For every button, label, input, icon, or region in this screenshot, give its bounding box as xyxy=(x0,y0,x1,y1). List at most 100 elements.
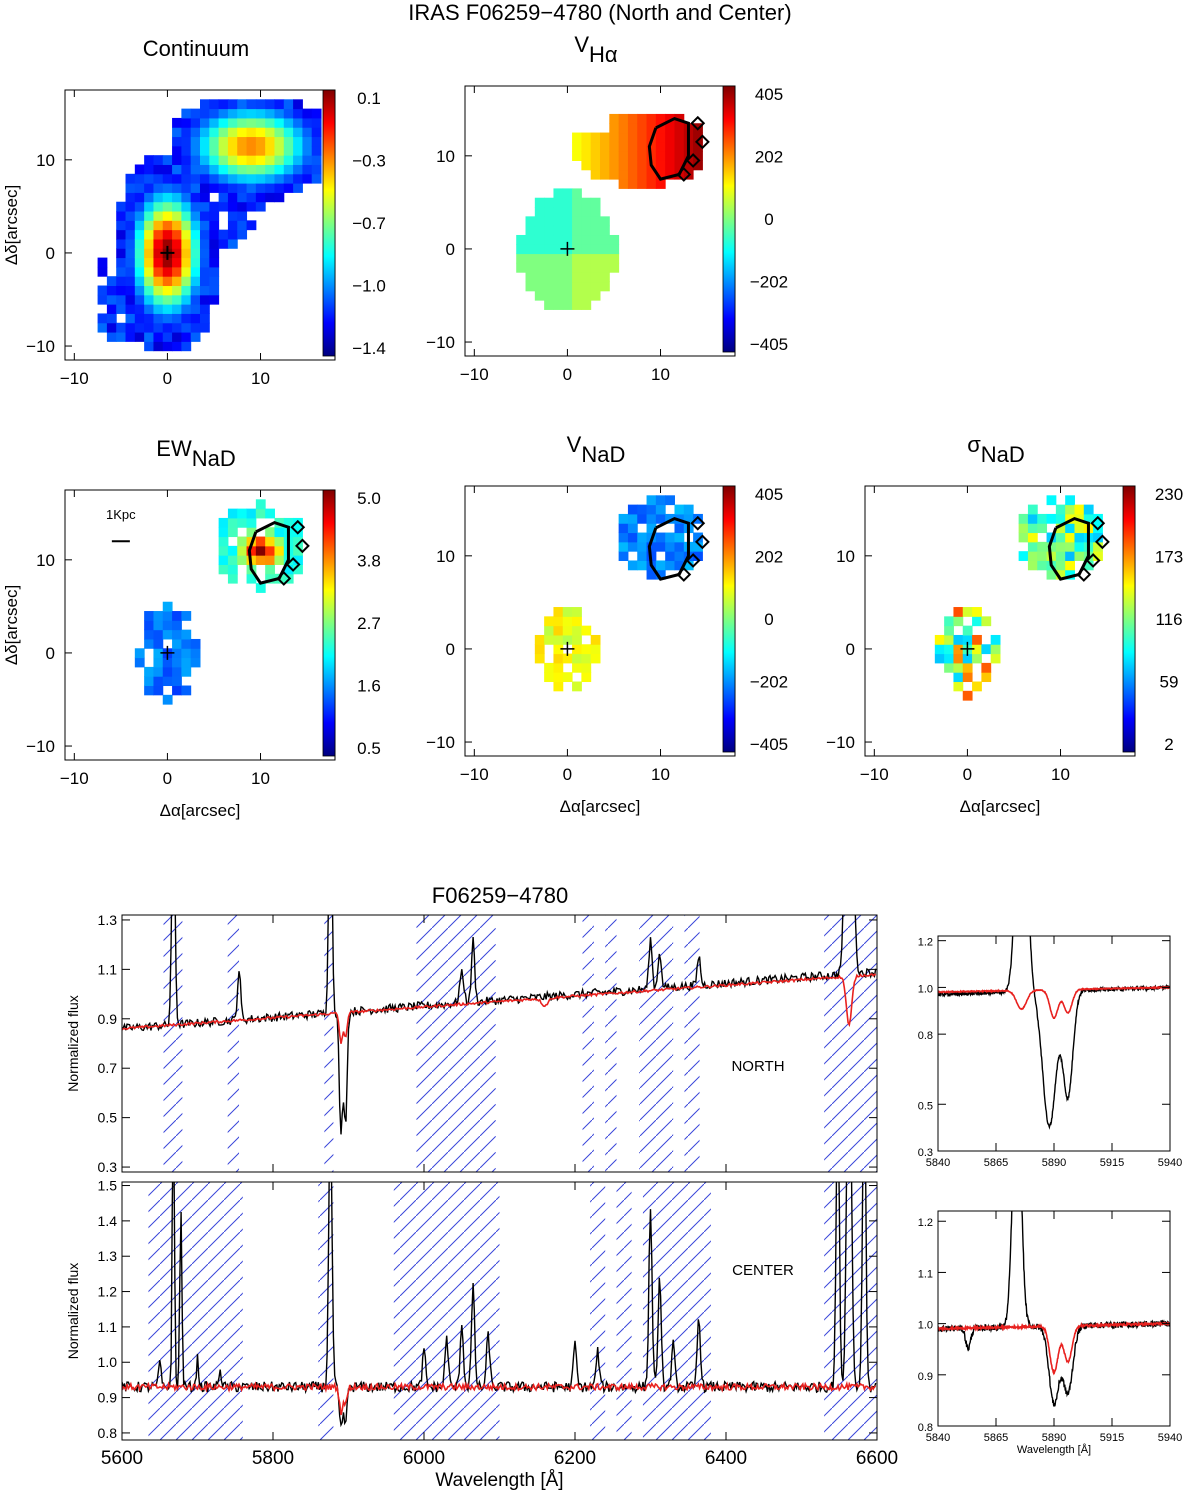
map-pixel xyxy=(1027,504,1038,515)
map-pixel xyxy=(627,151,638,161)
map-pixel xyxy=(600,262,610,273)
map-pixel xyxy=(181,155,192,165)
map-pixel xyxy=(646,141,657,152)
map-pixel xyxy=(655,541,666,552)
map-pixel xyxy=(655,495,666,506)
map-pixel xyxy=(144,341,154,352)
map-pixel xyxy=(1018,551,1029,561)
map-pixel xyxy=(953,616,964,627)
map-pixel xyxy=(246,108,257,119)
map-pixel xyxy=(255,555,266,565)
map-pixel xyxy=(274,127,285,138)
y-tick-label: 10 xyxy=(436,547,455,566)
map-pixel xyxy=(1065,513,1075,524)
map-pixel xyxy=(116,248,127,259)
map-pixel xyxy=(237,108,248,119)
map-pixel xyxy=(218,536,229,547)
map-pixel xyxy=(600,244,610,255)
map-pixel xyxy=(972,681,982,692)
colorbar xyxy=(322,489,336,757)
map-pixel xyxy=(172,685,182,696)
map-pixel xyxy=(553,253,564,264)
map-pixel xyxy=(562,262,573,273)
map-pixel xyxy=(181,257,192,268)
map-pixel xyxy=(200,276,210,287)
map-pixel xyxy=(934,644,945,655)
map-pixel xyxy=(562,207,573,217)
map-pixel xyxy=(981,616,992,627)
map-pixel xyxy=(627,541,638,552)
map-pixel xyxy=(162,266,173,277)
model-spectrum-line xyxy=(938,1320,1170,1376)
map-pixel xyxy=(218,183,229,193)
map-pixel xyxy=(209,211,220,221)
x-tick-label: 5940 xyxy=(1158,1157,1182,1169)
map-pixel xyxy=(572,634,582,645)
map-pixel xyxy=(283,99,294,110)
map-pixel xyxy=(534,197,545,208)
map-pixel xyxy=(144,201,154,212)
masked-region xyxy=(616,1182,632,1440)
map-pixel xyxy=(227,211,238,221)
y-tick-label: 0.5 xyxy=(918,1100,933,1112)
map-pixel xyxy=(246,192,257,203)
x-tick-label: 6600 xyxy=(856,1448,898,1469)
map-pixel xyxy=(144,322,154,333)
map-pixel xyxy=(144,332,154,342)
map-pixel xyxy=(209,238,220,249)
map-pixel xyxy=(218,117,229,128)
map-pixel xyxy=(972,653,982,664)
map-pixel xyxy=(516,253,527,264)
y-tick-label: 1.2 xyxy=(918,1217,933,1229)
map-pixel xyxy=(134,229,145,240)
map-pixel xyxy=(683,160,694,171)
y-tick-label: 1.4 xyxy=(98,1213,118,1229)
map-pixel xyxy=(181,648,192,659)
map-pixel xyxy=(534,634,545,645)
map-pixel xyxy=(525,234,536,245)
map-pixel xyxy=(627,141,638,152)
map-pixel xyxy=(581,234,592,245)
masked-region xyxy=(318,1182,334,1440)
map-pixel xyxy=(302,145,313,156)
map-pixel xyxy=(237,545,248,556)
x-tick-label: 5890 xyxy=(1042,1432,1066,1444)
map-pixel xyxy=(237,220,248,231)
map-pixel xyxy=(162,629,173,640)
map-pixel xyxy=(609,169,620,180)
map-pixel xyxy=(181,192,192,203)
map-pixel xyxy=(953,634,964,645)
map-pixel xyxy=(618,123,629,134)
y-tick-label: 10 xyxy=(836,547,855,566)
spectrum-frame xyxy=(937,935,1171,1152)
map-pixel xyxy=(553,681,564,692)
colorbar-tick-label: 202 xyxy=(755,548,783,567)
map-pixel xyxy=(209,127,220,138)
map-pixel xyxy=(227,545,238,556)
map-pixel xyxy=(581,644,592,655)
map-pixel xyxy=(265,164,275,175)
map-pixel xyxy=(293,164,303,175)
map-pixel xyxy=(581,625,592,636)
map-pixel xyxy=(255,201,266,212)
map-pixel xyxy=(172,229,182,240)
map-pixel xyxy=(293,127,303,138)
diamond-marker xyxy=(1094,534,1110,550)
map-pixel xyxy=(1055,523,1066,534)
map-pixel xyxy=(172,313,182,324)
map-pixel xyxy=(553,272,564,283)
map-pixel xyxy=(693,541,703,552)
map-pixel xyxy=(265,108,275,119)
map-pixel xyxy=(162,173,173,184)
map-pixel xyxy=(962,690,973,701)
map-pixel xyxy=(162,155,173,165)
map-pixel xyxy=(1055,541,1066,552)
map-pixel xyxy=(953,662,964,673)
map-pixel xyxy=(125,248,136,259)
map-pixel xyxy=(1065,551,1075,561)
map-pixel xyxy=(209,164,220,175)
colorbar-tick-label: 405 xyxy=(755,485,783,504)
map-pixel xyxy=(572,290,582,301)
map-pixel xyxy=(581,672,592,683)
map-pixel xyxy=(293,555,303,565)
